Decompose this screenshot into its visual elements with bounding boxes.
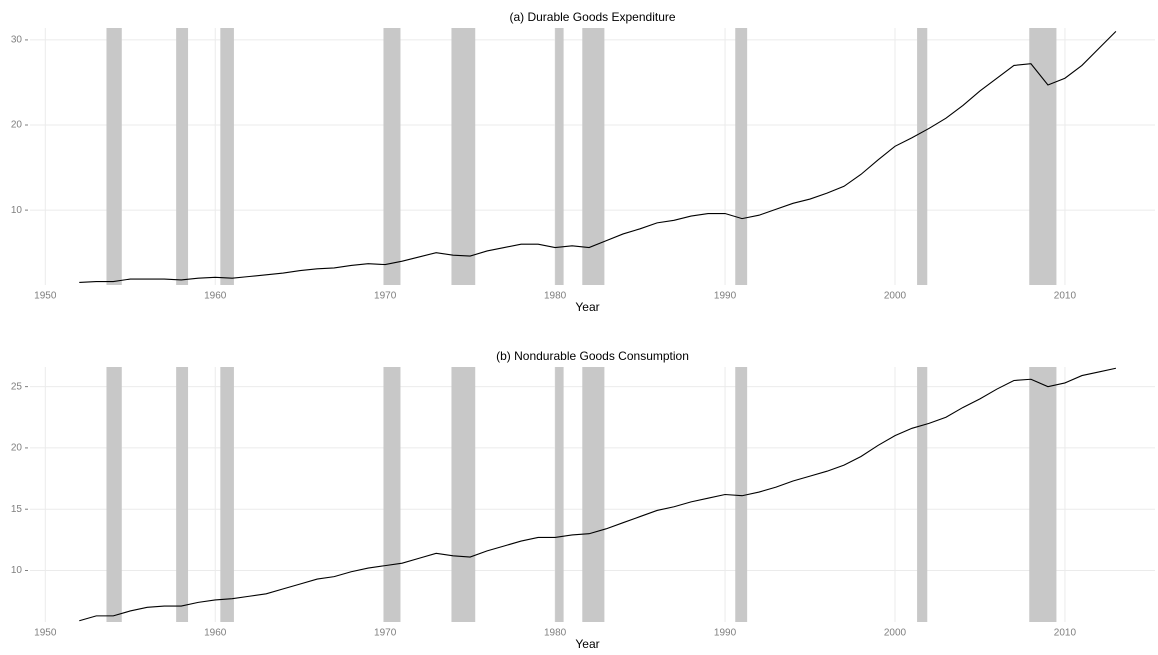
x-tick-label: 2000 [884, 291, 907, 302]
chart-title: (b) Nondurable Goods Consumption [496, 349, 689, 363]
chart-title: (a) Durable Goods Expenditure [509, 10, 675, 24]
x-tick-label: 2010 [1054, 291, 1077, 302]
recession-band [383, 367, 401, 622]
x-tick-label: 1970 [374, 291, 397, 302]
x-tick-label: 2010 [1054, 628, 1077, 639]
recession-band [176, 28, 189, 285]
recession-band [1029, 28, 1057, 285]
recession-band [220, 367, 234, 622]
recession-band [555, 28, 564, 285]
x-tick-label: 1990 [714, 628, 737, 639]
x-tick-label: 1990 [714, 291, 737, 302]
x-tick-label: 1960 [204, 628, 227, 639]
recession-band [106, 367, 122, 622]
x-axis-title: Year [575, 637, 599, 651]
y-tick-label: 20 [11, 120, 23, 131]
recession-band [917, 367, 928, 622]
line [79, 31, 1117, 283]
x-tick-label: 1960 [204, 291, 227, 302]
x-axis-title: Year [575, 300, 599, 314]
y-tick-label: 10 [11, 565, 23, 576]
recession-band [1029, 367, 1057, 622]
x-tick-label: 1970 [374, 628, 397, 639]
recession-band [582, 28, 605, 285]
recession-band [451, 28, 476, 285]
y-tick-label: 25 [11, 381, 23, 392]
x-tick-label: 1950 [34, 628, 57, 639]
x-tick-label: 1950 [34, 291, 57, 302]
recession-band [582, 367, 605, 622]
recession-band [220, 28, 234, 285]
recession-band [106, 28, 122, 285]
recession-band [176, 367, 189, 622]
x-tick-label: 1980 [544, 291, 567, 302]
y-tick-label: 30 [11, 35, 23, 46]
recession-band [451, 367, 476, 622]
y-tick-label: 10 [11, 205, 23, 216]
recession-band [735, 28, 748, 285]
recession-band [917, 28, 928, 285]
x-tick-label: 1980 [544, 628, 567, 639]
recession-band [383, 28, 401, 285]
line [79, 367, 1117, 622]
y-tick-label: 15 [11, 504, 23, 515]
y-tick-label: 20 [11, 443, 23, 454]
recession-band [735, 367, 748, 622]
recession-band [555, 367, 564, 622]
x-tick-label: 2000 [884, 628, 907, 639]
